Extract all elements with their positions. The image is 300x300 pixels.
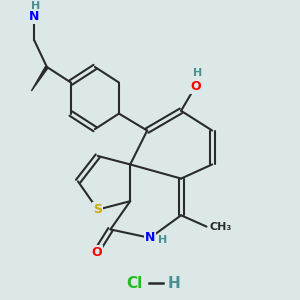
Polygon shape xyxy=(31,66,48,91)
Text: Cl: Cl xyxy=(126,276,142,291)
Text: S: S xyxy=(93,203,102,216)
Text: H: H xyxy=(158,235,167,245)
Text: H: H xyxy=(31,1,40,11)
Text: H: H xyxy=(193,68,202,78)
Text: N: N xyxy=(29,10,39,22)
Text: N: N xyxy=(145,231,155,244)
Text: O: O xyxy=(91,245,102,259)
Text: CH₃: CH₃ xyxy=(210,222,232,232)
Text: O: O xyxy=(190,80,200,93)
Text: H: H xyxy=(168,276,180,291)
